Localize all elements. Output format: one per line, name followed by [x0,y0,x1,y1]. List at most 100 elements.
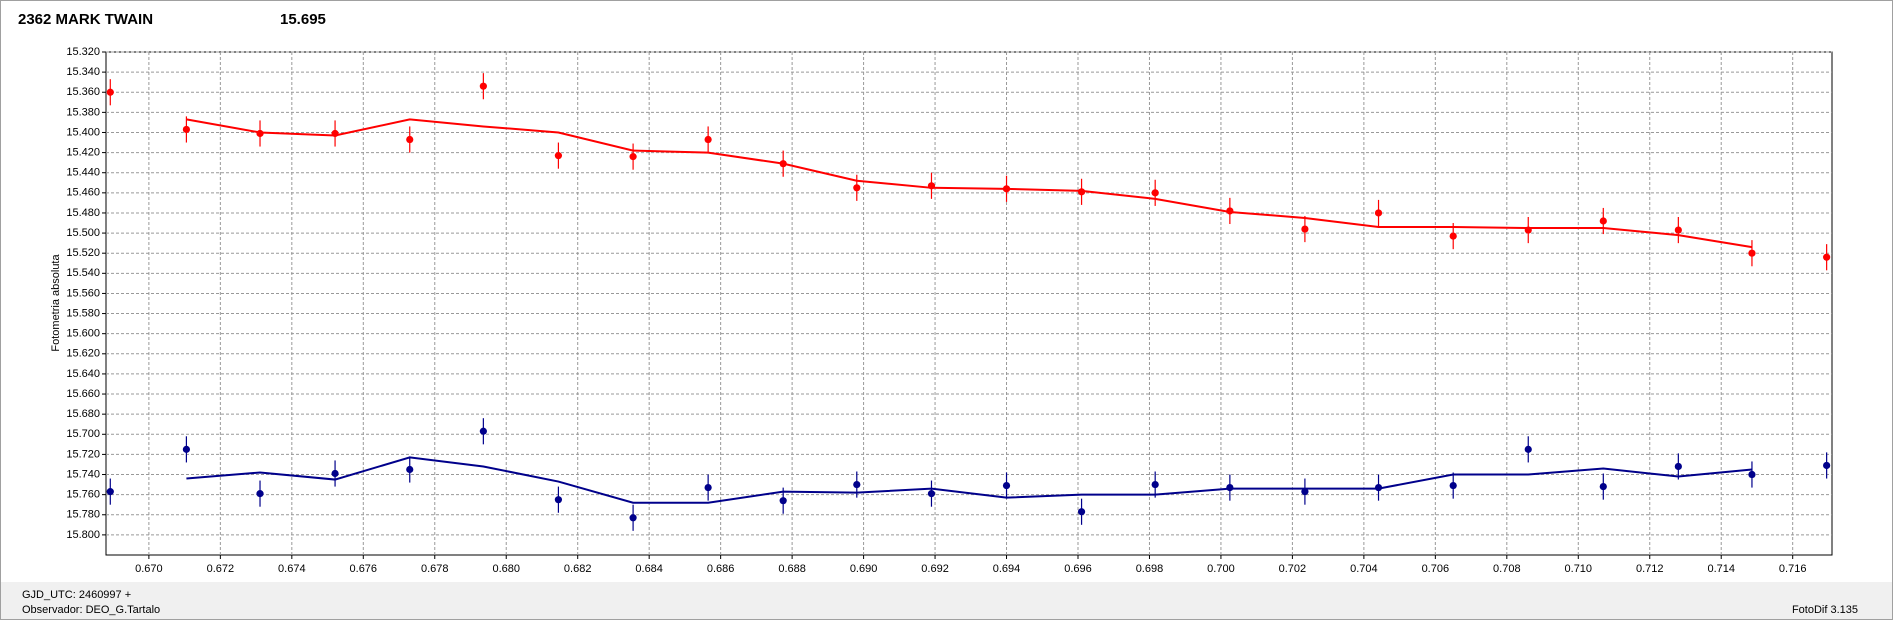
data-point [1748,470,1756,479]
y-tick-label: 15.720 [66,448,100,460]
data-point [1449,481,1457,490]
data-point [1823,253,1831,261]
plot-area [105,51,1833,556]
x-tick-label: 0.694 [993,563,1021,575]
y-tick-label: 15.320 [66,46,100,58]
y-tick-label: 15.680 [66,408,100,420]
y-tick-label: 15.360 [66,86,100,98]
y-tick-label: 15.500 [66,227,100,239]
data-point [256,490,264,498]
x-tick-label: 0.704 [1350,563,1378,575]
data-point [1151,480,1159,489]
y-tick-label: 15.480 [66,207,100,219]
chart-title: 2362 MARK TWAIN [18,11,153,28]
data-point [1449,232,1457,240]
y-tick-label: 15.380 [66,106,100,118]
data-point [704,483,712,492]
x-tick-label: 0.684 [635,563,663,575]
y-tick-label: 15.640 [66,368,100,380]
data-point [479,427,487,435]
x-tick-label: 0.688 [778,563,806,575]
data-point [779,497,787,505]
y-tick-label: 15.600 [66,328,100,340]
y-tick-label: 15.400 [66,126,100,138]
fit-line [186,456,1753,504]
data-point [1301,488,1309,496]
data-point [182,445,191,453]
y-tick-label: 15.440 [66,167,100,179]
data-point [1524,445,1532,453]
x-tick-label: 0.714 [1707,563,1735,575]
data-point [927,490,936,498]
data-point [1599,217,1607,225]
x-tick-label: 0.698 [1136,563,1164,575]
data-point [1002,185,1011,193]
data-point [629,153,637,161]
y-tick-label: 15.520 [66,247,100,259]
data-point [182,125,191,134]
chart-subtitle: 15.695 [280,11,326,28]
x-tick-label: 0.670 [135,563,163,575]
x-tick-label: 0.672 [207,563,235,575]
data-point [1599,482,1607,491]
data-point [1226,207,1234,215]
x-tick-label: 0.710 [1565,563,1593,575]
x-tick-label: 0.712 [1636,563,1664,575]
y-tick-label: 15.460 [66,187,100,199]
data-point [1374,483,1383,492]
y-tick-label: 15.700 [66,428,100,440]
data-point [554,496,563,504]
data-point [1674,462,1682,471]
y-axis-label: Fotometria absoluta [50,254,62,352]
x-tick-label: 0.692 [921,563,949,575]
data-point [106,88,114,96]
fit-line [186,118,1753,249]
data-point [479,82,487,90]
y-tick-label: 15.420 [66,147,100,159]
data-point [331,129,339,138]
x-tick-label: 0.708 [1493,563,1521,575]
x-tick-label: 0.686 [707,563,735,575]
y-tick-label: 15.760 [66,489,100,501]
y-tick-label: 15.780 [66,509,100,521]
data-point [1151,189,1159,197]
footer-band [1,582,1892,619]
y-tick-label: 15.800 [66,529,100,541]
data-point [1748,249,1756,257]
data-point [1374,209,1383,217]
data-point [704,135,712,144]
x-tick-label: 0.682 [564,563,592,575]
x-tick-label: 0.674 [278,563,306,575]
data-point [853,184,861,192]
footer-observer: Observador: DEO_G.Tartalo [22,604,160,616]
y-tick-label: 15.560 [66,287,100,299]
data-point [1301,225,1309,233]
data-point [1226,483,1234,492]
x-tick-label: 0.676 [350,563,378,575]
x-tick-label: 0.696 [1064,563,1092,575]
y-tick-label: 15.660 [66,388,100,400]
data-point [106,488,114,496]
data-point [1002,481,1011,490]
data-point [1674,226,1682,234]
x-tick-label: 0.706 [1422,563,1450,575]
y-tick-label: 15.540 [66,267,100,279]
data-point [927,182,936,190]
x-tick-label: 0.690 [850,563,878,575]
x-tick-label: 0.716 [1779,563,1807,575]
data-point [1077,188,1086,196]
footer-software: FotoDif 3.135 [1792,604,1858,616]
y-tick-label: 15.740 [66,468,100,480]
data-point [554,152,563,160]
data-point [331,469,339,478]
x-tick-label: 0.678 [421,563,449,575]
footer-gjd: GJD_UTC: 2460997 + [22,589,131,601]
data-point [853,480,861,489]
x-tick-label: 0.680 [492,563,520,575]
y-tick-label: 15.340 [66,66,100,78]
data-point [256,129,264,138]
x-tick-label: 0.702 [1279,563,1307,575]
data-point [406,135,414,144]
